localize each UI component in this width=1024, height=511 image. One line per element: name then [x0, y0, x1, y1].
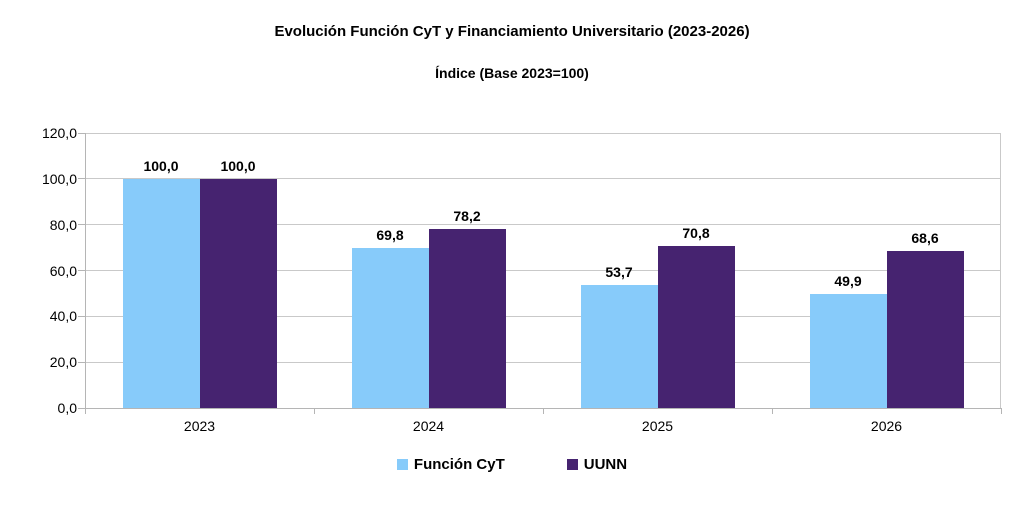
- x-axis-tick: [543, 408, 544, 414]
- bar-value-label: 53,7: [605, 264, 633, 280]
- bar-2025-series-0: [580, 285, 658, 408]
- gridline: [85, 224, 1001, 226]
- y-tick-label: 120,0: [41, 125, 77, 141]
- bar-2023-series-1: [199, 179, 277, 408]
- plot-area: [85, 132, 1001, 408]
- legend-item-1: UUNN: [566, 456, 628, 473]
- x-axis-tick: [772, 408, 773, 414]
- bar-value-label: 70,8: [682, 225, 710, 241]
- y-axis-tick: [78, 315, 85, 317]
- x-category-label: 2026: [870, 418, 903, 434]
- y-axis-tick: [78, 270, 85, 271]
- bar-2026-series-0: [809, 294, 887, 408]
- gridline: [85, 361, 1001, 363]
- legend-item-0: Función CyT: [396, 456, 505, 473]
- bar-value-label: 68,6: [911, 230, 939, 246]
- legend-label: Función CyT: [413, 456, 505, 473]
- gridline: [85, 270, 1001, 271]
- x-axis-tick: [1001, 408, 1002, 414]
- y-tick-label: 40,0: [49, 308, 77, 325]
- y-axis-tick: [78, 361, 85, 363]
- bar-2023-series-0: [122, 179, 200, 408]
- bar-2024-series-1: [428, 229, 506, 408]
- gridline: [85, 178, 1001, 180]
- gridline: [85, 132, 1001, 134]
- y-axis-tick: [78, 178, 85, 180]
- y-tick-label: 0,0: [57, 400, 77, 416]
- x-category-label: 2023: [183, 418, 216, 434]
- gridline: [85, 315, 1001, 317]
- y-tick-label: 100,0: [41, 170, 77, 187]
- y-tick-label: 80,0: [49, 216, 77, 233]
- y-axis-tick: [78, 407, 85, 409]
- x-category-label: 2024: [412, 418, 445, 434]
- bar-2026-series-1: [886, 251, 964, 408]
- bar-2024-series-0: [351, 248, 429, 408]
- y-tick-label: 20,0: [49, 354, 77, 371]
- legend-swatch-icon: [396, 459, 408, 470]
- legend-label: UUNN: [583, 456, 628, 473]
- bar-value-label: 69,8: [376, 227, 404, 243]
- x-axis-line: [78, 408, 1001, 409]
- legend-swatch-icon: [566, 459, 578, 470]
- legend: Función CyT UUNN: [0, 456, 1024, 473]
- bar-2025-series-1: [657, 246, 735, 408]
- bar-value-label: 78,2: [453, 208, 481, 224]
- chart-subtitle: Índice (Base 2023=100): [435, 65, 589, 81]
- y-axis-line: [85, 133, 86, 414]
- bar-value-label: 100,0: [143, 158, 179, 174]
- y-axis-tick: [78, 132, 85, 134]
- x-category-label: 2025: [641, 418, 674, 434]
- bar-value-label: 100,0: [220, 158, 256, 174]
- bar-value-label: 49,9: [834, 273, 862, 289]
- y-axis-tick: [78, 224, 85, 226]
- chart-title: Evolución Función CyT y Financiamiento U…: [274, 23, 750, 40]
- x-axis-tick: [314, 408, 315, 414]
- y-tick-label: 60,0: [49, 262, 77, 279]
